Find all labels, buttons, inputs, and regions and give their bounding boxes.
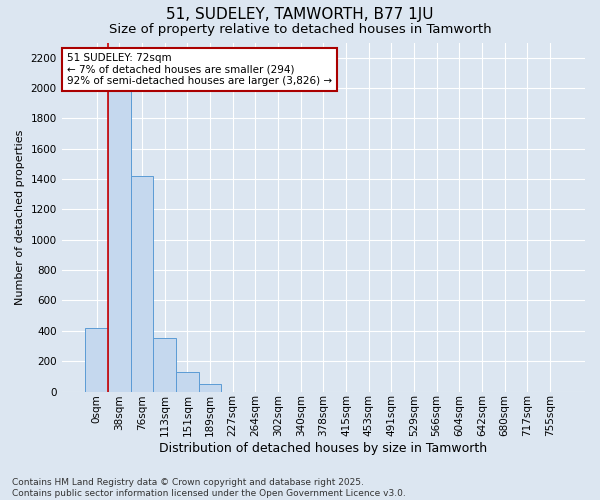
Bar bbox=[108, 73, 131, 392]
Text: Size of property relative to detached houses in Tamworth: Size of property relative to detached ho… bbox=[109, 22, 491, 36]
Bar bbox=[176, 372, 199, 392]
Bar bbox=[131, 176, 154, 392]
Text: 51, SUDELEY, TAMWORTH, B77 1JU: 51, SUDELEY, TAMWORTH, B77 1JU bbox=[166, 8, 434, 22]
Bar bbox=[199, 384, 221, 392]
Y-axis label: Number of detached properties: Number of detached properties bbox=[15, 130, 25, 304]
Text: 51 SUDELEY: 72sqm
← 7% of detached houses are smaller (294)
92% of semi-detached: 51 SUDELEY: 72sqm ← 7% of detached house… bbox=[67, 53, 332, 86]
Text: Contains HM Land Registry data © Crown copyright and database right 2025.
Contai: Contains HM Land Registry data © Crown c… bbox=[12, 478, 406, 498]
Bar bbox=[154, 338, 176, 392]
Bar bbox=[85, 328, 108, 392]
X-axis label: Distribution of detached houses by size in Tamworth: Distribution of detached houses by size … bbox=[159, 442, 487, 455]
